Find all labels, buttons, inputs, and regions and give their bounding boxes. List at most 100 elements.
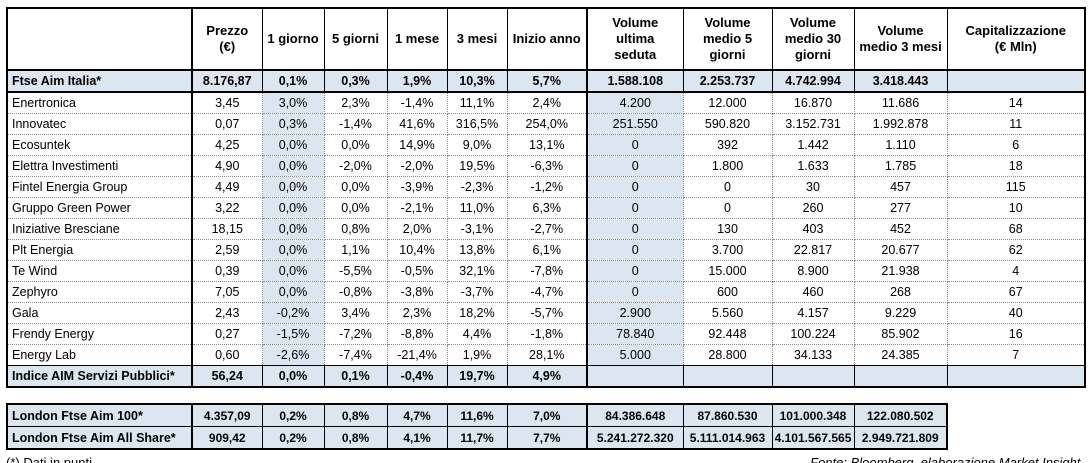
volume-medio-5-cell: 3.700 [683, 239, 773, 261]
volume-ultima-cell: 4.200 [587, 92, 684, 114]
london-aim-table: London Ftse Aim 100* 4.357,09 0,2% 0,8% … [6, 403, 948, 450]
1-giorno-cell: 0,0% [262, 155, 325, 177]
volume-medio-5-cell: 0 [683, 176, 773, 198]
prezzo-cell: 4,49 [192, 176, 263, 198]
1-giorno-cell: -0,2% [262, 302, 325, 324]
1-mese-cell: 2,3% [387, 302, 448, 324]
5-giorni-cell: 2,3% [324, 92, 388, 114]
5-giorni-cell: 0,0% [324, 134, 388, 156]
row-name-cell: London Ftse Aim 100* [6, 403, 193, 427]
inizio-anno-cell: 13,1% [507, 134, 588, 156]
3-mesi-cell: 316,5% [447, 113, 508, 135]
inizio-anno-cell: 6,1% [507, 239, 588, 261]
table-row: Gala 2,43 -0,2% 3,4% 2,3% 18,2% -5,7% 2.… [7, 302, 1085, 324]
3-mesi-cell: 32,1% [447, 260, 508, 282]
prezzo-cell: 3,22 [192, 197, 263, 219]
column-header-volume-medio-5: Volume medio 5 giorni [682, 7, 773, 71]
volume-ultima-cell: 0 [587, 260, 684, 282]
row-name-cell: Enertronica [7, 92, 193, 114]
volume-medio-5-cell: 87.860.530 [682, 403, 773, 427]
1-giorno-cell: 0,2% [261, 426, 325, 450]
table-row: Te Wind 0,39 0,0% -5,5% -0,5% 32,1% -7,8… [7, 260, 1085, 282]
volume-medio-30-cell: 460 [772, 281, 855, 303]
5-giorni-cell: 0,0% [324, 197, 388, 219]
prezzo-cell: 3,45 [192, 92, 263, 114]
inizio-anno-cell: -6,3% [507, 155, 588, 177]
1-giorno-cell: 0,0% [262, 281, 325, 303]
3-mesi-cell: 11,0% [447, 197, 508, 219]
table-gap [6, 388, 1091, 403]
table-row: Plt Energia 2,59 0,0% 1,1% 10,4% 13,8% 6… [7, 239, 1085, 261]
column-header-empty [6, 7, 193, 71]
3-mesi-cell: 18,2% [447, 302, 508, 324]
volume-medio-3-mesi-cell: 122.080.502 [853, 403, 948, 427]
table-footer: (*) Dati in punti Fonte: Bloomberg, elab… [6, 455, 1084, 463]
5-giorni-cell: 1,1% [324, 239, 388, 261]
5-giorni-cell: -5,5% [324, 260, 388, 282]
table-row: Fintel Energia Group 4,49 0,0% 0,0% -3,9… [7, 176, 1085, 198]
row-name-cell: Ftse Aim Italia* [6, 69, 193, 93]
column-header-volume-medio-30: Volume medio 30 giorni [771, 7, 855, 71]
source-note: Fonte: Bloomberg, elaborazione Market In… [810, 455, 1084, 463]
3-mesi-cell: -3,7% [447, 281, 508, 303]
5-giorni-cell: -1,4% [324, 113, 388, 135]
volume-medio-30-cell: 4.157 [772, 302, 855, 324]
1-giorno-cell: 0,0% [262, 218, 325, 240]
volume-medio-3-mesi-cell: 85.902 [854, 323, 948, 345]
3-mesi-cell: 4,4% [447, 323, 508, 345]
capitalizzazione-cell: 11 [947, 113, 1085, 135]
prezzo-cell: 7,05 [192, 281, 263, 303]
1-giorno-cell: 0,0% [262, 176, 325, 198]
volume-medio-5-cell: 130 [683, 218, 773, 240]
volume-medio-3-mesi-cell: 277 [854, 197, 948, 219]
1-giorno-cell: 3,0% [262, 92, 325, 114]
volume-medio-30-cell: 1.442 [772, 134, 855, 156]
row-name-cell: Fintel Energia Group [7, 176, 193, 198]
row-name-cell: Energy Lab [7, 344, 193, 366]
1-giorno-cell: 0,0% [262, 239, 325, 261]
header-row: Prezzo (€) 1 giorno 5 giorni 1 mese 3 me… [6, 7, 1086, 71]
prezzo-cell: 0,60 [192, 344, 263, 366]
volume-medio-3-mesi-cell: 20.677 [854, 239, 948, 261]
table-row: Enertronica 3,45 3,0% 2,3% -1,4% 11,1% 2… [7, 92, 1085, 114]
capitalizzazione-cell [946, 69, 1086, 93]
capitalizzazione-cell: 10 [947, 197, 1085, 219]
volume-medio-30-cell: 4.742.994 [771, 69, 855, 93]
volume-ultima-cell: 84.386.648 [586, 403, 684, 427]
prezzo-cell: 56,24 [191, 365, 263, 388]
volume-medio-3-mesi-cell: 11.686 [854, 92, 948, 114]
capitalizzazione-cell: 115 [947, 176, 1085, 198]
row-name-cell: Te Wind [7, 260, 193, 282]
table-row: Gruppo Green Power 3,22 0,0% 0,0% -2,1% … [7, 197, 1085, 219]
volume-medio-5-cell: 1.800 [683, 155, 773, 177]
column-header-capitalizzazione: Capitalizzazione (€ Mln) [946, 7, 1086, 71]
inizio-anno-cell: 5,7% [506, 69, 588, 93]
capitalizzazione-cell: 62 [947, 239, 1085, 261]
1-mese-cell: 41,6% [387, 113, 448, 135]
3-mesi-cell: 10,3% [446, 69, 508, 93]
table-row: London Ftse Aim All Share* 909,42 0,2% 0… [6, 426, 948, 450]
table-row: Ftse Aim Italia* 8.176,87 0,1% 0,3% 1,9%… [6, 69, 1086, 93]
5-giorni-cell: 0,8% [323, 403, 388, 427]
column-header-prezzo: Prezzo (€) [191, 7, 263, 71]
3-mesi-cell: -2,3% [447, 176, 508, 198]
row-name-cell: Ecosuntek [7, 134, 193, 156]
volume-ultima-cell: 1.588.108 [586, 69, 684, 93]
volume-medio-5-cell: 5.560 [683, 302, 773, 324]
table-row: Iniziative Bresciane 18,15 0,0% 0,8% 2,0… [7, 218, 1085, 240]
1-giorno-cell: -2,6% [262, 344, 325, 366]
prezzo-cell: 4.357,09 [191, 403, 263, 427]
prezzo-cell: 0,39 [192, 260, 263, 282]
row-name-cell: Elettra Investimenti [7, 155, 193, 177]
1-mese-cell: 4,7% [386, 403, 448, 427]
column-header-1-giorno: 1 giorno [261, 7, 325, 71]
aim-italia-table: Prezzo (€) 1 giorno 5 giorni 1 mese 3 me… [6, 7, 1086, 388]
prezzo-cell: 0,07 [192, 113, 263, 135]
5-giorni-cell: 0,8% [323, 426, 388, 450]
volume-medio-3-mesi-cell: 1.110 [854, 134, 948, 156]
row-name-cell: Gruppo Green Power [7, 197, 193, 219]
volume-medio-3-mesi-cell: 2.949.721.809 [853, 426, 948, 450]
table-row: London Ftse Aim 100* 4.357,09 0,2% 0,8% … [6, 403, 948, 427]
volume-medio-3-mesi-cell: 1.992.878 [854, 113, 948, 135]
